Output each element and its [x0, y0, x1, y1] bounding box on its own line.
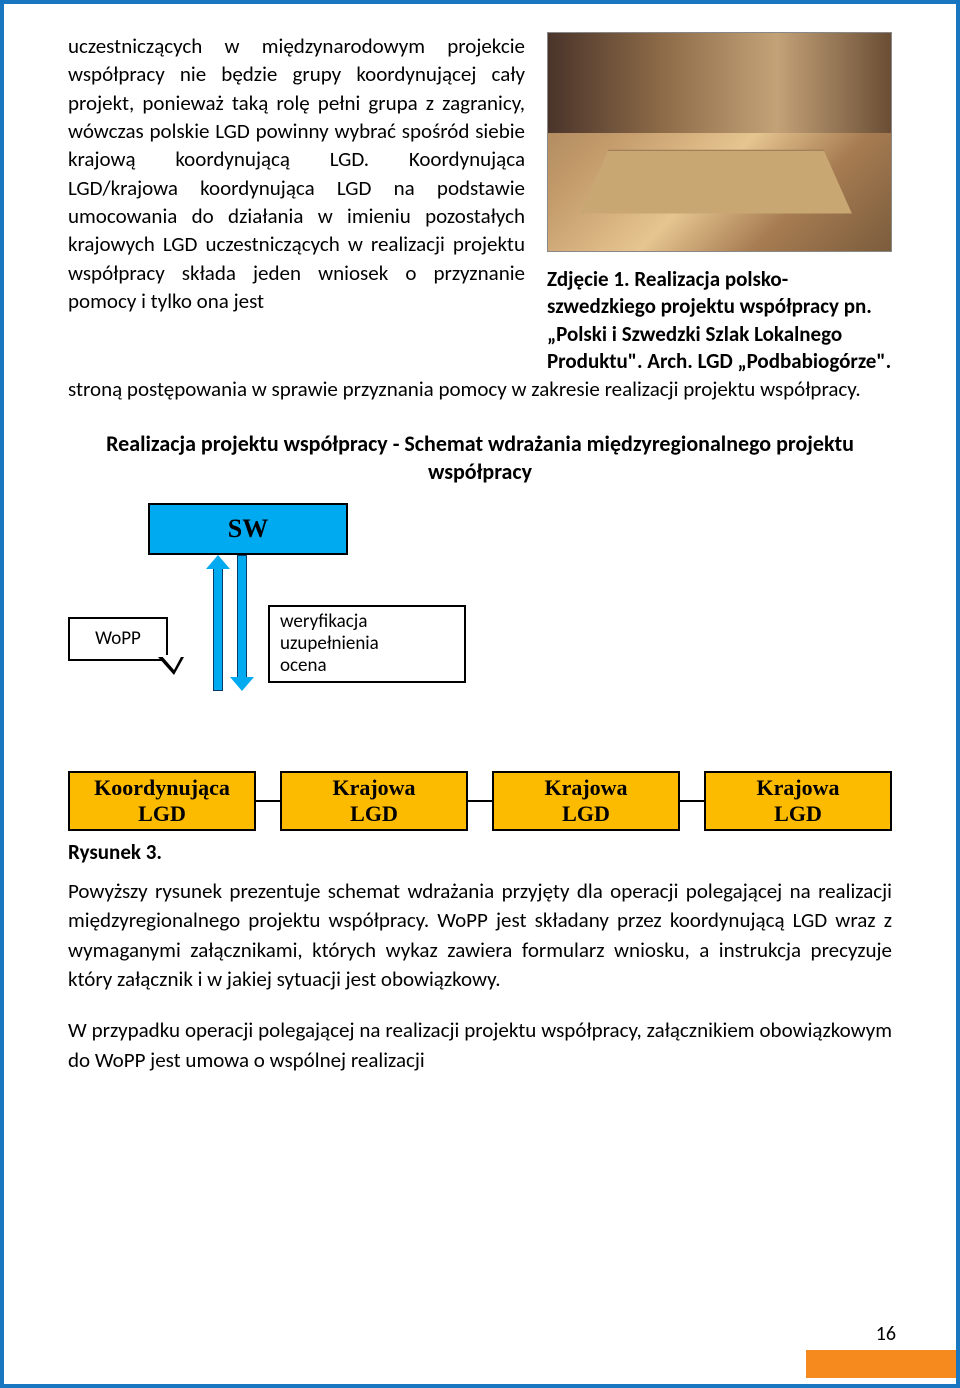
- paragraph-2: W przypadku operacji polegającej na real…: [68, 1016, 892, 1075]
- photo-caption: Zdjęcie 1. Realizacja polsko-szwedzkiego…: [547, 266, 892, 375]
- page: uczestniczących w międzynarodowym projek…: [0, 0, 960, 1388]
- diagram-heading: Realizacja projektu współpracy - Schemat…: [68, 430, 892, 487]
- left-text-column: uczestniczących w międzynarodowym projek…: [68, 32, 525, 375]
- connector-line: [680, 800, 704, 802]
- figure-label: Rysunek 3.: [68, 839, 162, 865]
- node-krajowa-lgd-2: Krajowa LGD: [492, 771, 680, 831]
- arrow-up-icon: [208, 555, 228, 691]
- node-verify: weryfikacja uzupełnienia ocena: [268, 605, 466, 683]
- continuation-paragraph: stroną postępowania w sprawie przyznania…: [68, 375, 892, 403]
- node-krajowa-lgd-3: Krajowa LGD: [704, 771, 892, 831]
- right-column: Zdjęcie 1. Realizacja polsko-szwedzkiego…: [547, 32, 892, 375]
- photo-meeting: [547, 32, 892, 252]
- lgd-row: Koordynująca LGD Krajowa LGD Krajowa LGD…: [68, 771, 892, 831]
- arrow-down-icon: [232, 555, 252, 691]
- node-wopp: WoPP: [68, 617, 168, 661]
- page-number: 16: [876, 1322, 896, 1346]
- two-column-section: uczestniczących w międzynarodowym projek…: [68, 32, 892, 375]
- bidirectional-arrows: [208, 555, 256, 691]
- node-krajowa-lgd-1: Krajowa LGD: [280, 771, 468, 831]
- paragraph-1: Powyższy rysunek prezentuje schemat wdra…: [68, 877, 892, 995]
- page-tab: [806, 1350, 956, 1378]
- speech-tail-icon: [158, 657, 184, 675]
- connector-line: [256, 800, 280, 802]
- connector-line: [468, 800, 492, 802]
- node-koordynujaca-lgd: Koordynująca LGD: [68, 771, 256, 831]
- flow-diagram: SW WoPP weryfikacja uzupełnienia ocena K…: [68, 503, 892, 873]
- node-sw: SW: [148, 503, 348, 555]
